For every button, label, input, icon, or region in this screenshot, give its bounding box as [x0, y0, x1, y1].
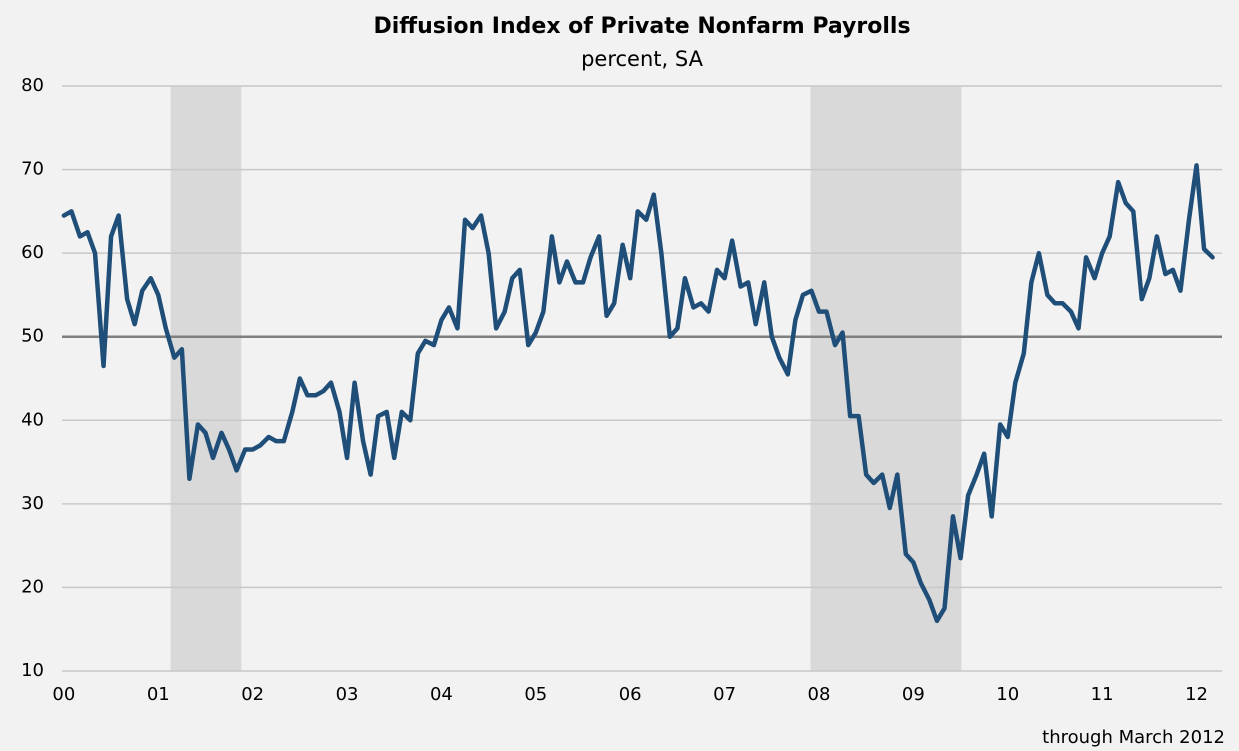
x-tick-label: 10 — [996, 684, 1019, 705]
y-tick-label: 60 — [21, 242, 44, 263]
x-tick-label: 03 — [336, 684, 359, 705]
x-tick-label: 09 — [902, 684, 925, 705]
y-tick-label: 20 — [21, 576, 44, 597]
chart-title: Diffusion Index of Private Nonfarm Payro… — [373, 14, 910, 39]
chart-subtitle: percent, SA — [581, 47, 704, 71]
y-tick-label: 10 — [21, 660, 44, 681]
x-tick-label: 08 — [808, 684, 831, 705]
x-tick-label: 04 — [430, 684, 453, 705]
recession-band — [170, 86, 242, 671]
data-line — [61, 163, 1215, 624]
x-tick-label: 12 — [1185, 684, 1208, 705]
y-tick-label: 50 — [21, 326, 44, 347]
y-tick-label: 80 — [21, 75, 44, 96]
x-tick-label: 11 — [1091, 684, 1114, 705]
x-tick-label: 05 — [524, 684, 547, 705]
y-tick-label: 30 — [21, 493, 44, 514]
y-tick-label: 40 — [21, 409, 44, 430]
x-tick-label: 02 — [241, 684, 264, 705]
footnote: through March 2012 — [1042, 727, 1225, 748]
recession-band — [810, 86, 962, 671]
y-tick-label: 70 — [21, 159, 44, 180]
x-tick-label: 06 — [619, 684, 642, 705]
x-tick-label: 00 — [52, 684, 75, 705]
x-tick-label: 07 — [713, 684, 736, 705]
x-tick-label: 01 — [147, 684, 170, 705]
